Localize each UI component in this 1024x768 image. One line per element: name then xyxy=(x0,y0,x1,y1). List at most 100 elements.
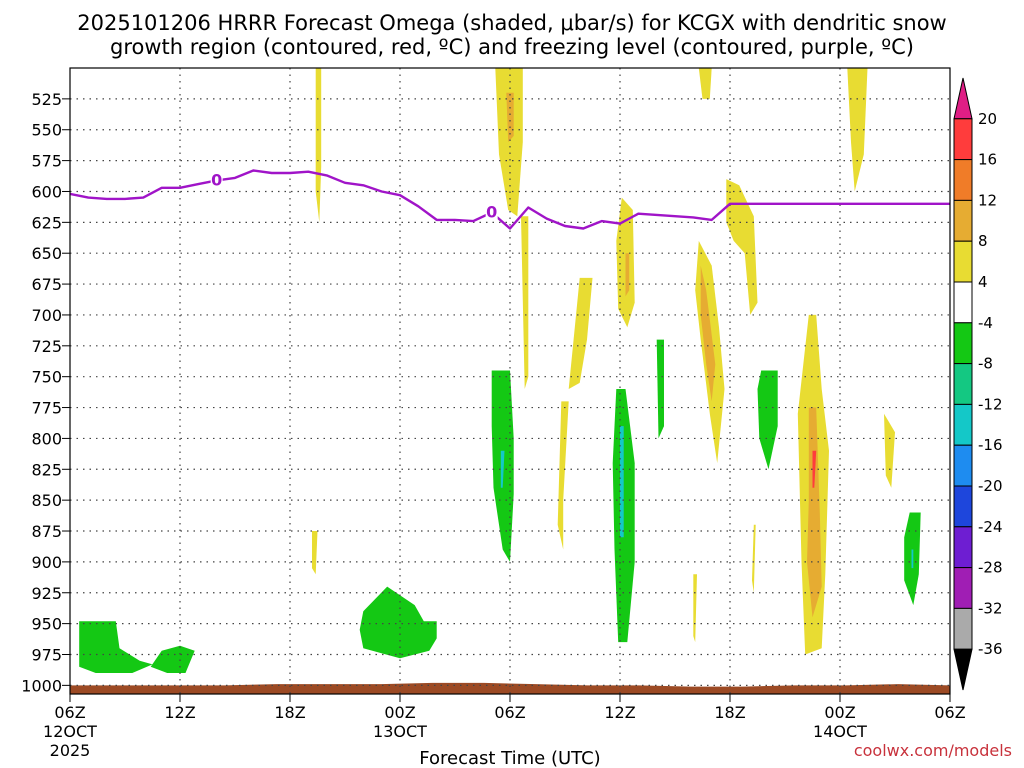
colorbar-segment-5 xyxy=(953,281,973,324)
xtick-date-3: 13OCT xyxy=(373,722,427,741)
colorbar-segment-12 xyxy=(953,567,973,609)
colorbar-label-13: -36 xyxy=(978,640,1003,658)
omega-region-14 xyxy=(807,407,822,618)
omega-region-16 xyxy=(884,413,895,488)
colorbar-label-8: -16 xyxy=(978,436,1003,454)
freezing-label-0: 0 xyxy=(211,170,222,189)
ytick-label-600: 600 xyxy=(31,182,62,201)
xtick-date-7: 14OCT xyxy=(813,722,867,741)
freezing-level-contour: 00 xyxy=(70,169,950,230)
colorbar-segment-7 xyxy=(953,363,973,405)
y-axis-ticks: 525 550 575 600 625 650 675 700 725 750 775 800 825 8… xyxy=(21,90,70,695)
xtick-year-0: 2025 xyxy=(50,741,91,760)
xtick-label-1: 12Z xyxy=(164,703,195,722)
freezing-label-bg-0 xyxy=(210,171,223,188)
ytick-label-725: 725 xyxy=(31,337,62,356)
xtick-label-5: 12Z xyxy=(604,703,635,722)
omega-region-22 xyxy=(656,339,664,439)
ytick-label-750: 750 xyxy=(31,368,62,387)
omega-shading xyxy=(70,68,950,694)
ytick-label-900: 900 xyxy=(31,553,62,572)
colorbar-top-arrow xyxy=(953,77,973,120)
omega-region-24 xyxy=(620,426,624,538)
omega-region-27 xyxy=(911,549,914,569)
chart-title-line1: 2025101206 HRRR Forecast Omega (shaded, … xyxy=(77,11,946,35)
plot-area: 00 xyxy=(69,67,951,695)
colorbar-label-1: 16 xyxy=(978,151,997,169)
xtick-label-0: 06Z xyxy=(54,703,85,722)
omega-region-12 xyxy=(557,401,569,550)
xtick-label-3: 00Z xyxy=(384,703,415,722)
omega-region-1 xyxy=(506,92,514,143)
credit-text[interactable]: coolwx.com/models xyxy=(854,741,1012,760)
ytick-label-775: 775 xyxy=(31,399,62,418)
omega-region-4 xyxy=(698,68,712,99)
colorbar-bottom-arrow xyxy=(953,648,973,691)
colorbar-label-10: -24 xyxy=(978,518,1003,536)
colorbar-segment-6 xyxy=(953,322,973,365)
ytick-label-825: 825 xyxy=(31,460,62,479)
colorbar-label-6: -8 xyxy=(978,355,993,373)
colorbar-label-11: -28 xyxy=(978,559,1003,577)
ytick-label-875: 875 xyxy=(31,522,62,541)
x-axis-label: Forecast Time (UTC) xyxy=(419,748,600,768)
ytick-label-625: 625 xyxy=(31,213,62,232)
omega-region-2 xyxy=(315,68,322,223)
xtick-date-0: 12OCT xyxy=(43,722,97,741)
omega-region-29 xyxy=(150,645,195,673)
xtick-label-8: 06Z xyxy=(934,703,965,722)
colorbar-segment-1 xyxy=(953,118,973,161)
ytick-label-800: 800 xyxy=(31,429,62,448)
omega-region-25 xyxy=(757,370,778,470)
ytick-label-575: 575 xyxy=(31,152,62,171)
ytick-label-975: 975 xyxy=(31,645,62,664)
colorbar-label-5: -4 xyxy=(978,314,993,332)
colorbar-segment-4 xyxy=(953,240,973,283)
ytick-label-950: 950 xyxy=(31,615,62,634)
xtick-label-4: 06Z xyxy=(494,703,525,722)
colorbar-label-7: -12 xyxy=(978,395,1003,413)
ytick-label-700: 700 xyxy=(31,306,62,325)
omega-region-28 xyxy=(79,621,153,673)
colorbar-label-9: -20 xyxy=(978,477,1003,495)
omega-region-3 xyxy=(521,216,529,389)
ytick-label-650: 650 xyxy=(31,244,62,263)
omega-region-6 xyxy=(726,179,758,315)
colorbar-segment-2 xyxy=(953,159,973,201)
ytick-label-850: 850 xyxy=(31,491,62,510)
omega-region-30 xyxy=(359,586,437,659)
xtick-label-2: 18Z xyxy=(274,703,305,722)
colorbar-segment-8 xyxy=(953,403,973,446)
ytick-label-550: 550 xyxy=(31,121,62,140)
colorbar-label-4: 4 xyxy=(978,273,988,291)
omega-region-9 xyxy=(568,277,593,389)
colorbar-segment-13 xyxy=(953,607,973,650)
colorbar-legend: 20 16 12 8 4 -4 -8 -12 -16 -20 -24 -28 -32 -36 xyxy=(953,77,1003,691)
xtick-label-6: 18Z xyxy=(714,703,745,722)
omega-region-19 xyxy=(752,524,756,593)
colorbar-label-12: -32 xyxy=(978,599,1003,617)
omega-region-18 xyxy=(693,574,697,643)
ytick-label-925: 925 xyxy=(31,584,62,603)
omega-region-8 xyxy=(625,253,630,297)
ytick-label-675: 675 xyxy=(31,275,62,294)
freezing-label-bg-1 xyxy=(485,203,498,220)
colorbar-segment-10 xyxy=(953,485,973,528)
omega-region-15 xyxy=(812,450,817,488)
colorbar-segment-9 xyxy=(953,444,973,487)
xtick-label-7: 00Z xyxy=(824,703,855,722)
omega-region-11 xyxy=(700,265,716,402)
ytick-label-525: 525 xyxy=(31,90,62,109)
omega-region-17 xyxy=(312,531,318,575)
freezing-label-1: 0 xyxy=(486,202,497,221)
chart-title-line2: growth region (contoured, red, ºC) and f… xyxy=(110,35,914,59)
colorbar-segment-3 xyxy=(953,199,973,242)
ytick-label-1000: 1000 xyxy=(21,676,62,695)
omega-region-0 xyxy=(495,68,523,217)
colorbar-label-3: 8 xyxy=(978,232,988,250)
omega-region-21 xyxy=(500,450,505,488)
colorbar-label-0: 20 xyxy=(978,110,997,128)
colorbar-label-2: 12 xyxy=(978,191,997,209)
